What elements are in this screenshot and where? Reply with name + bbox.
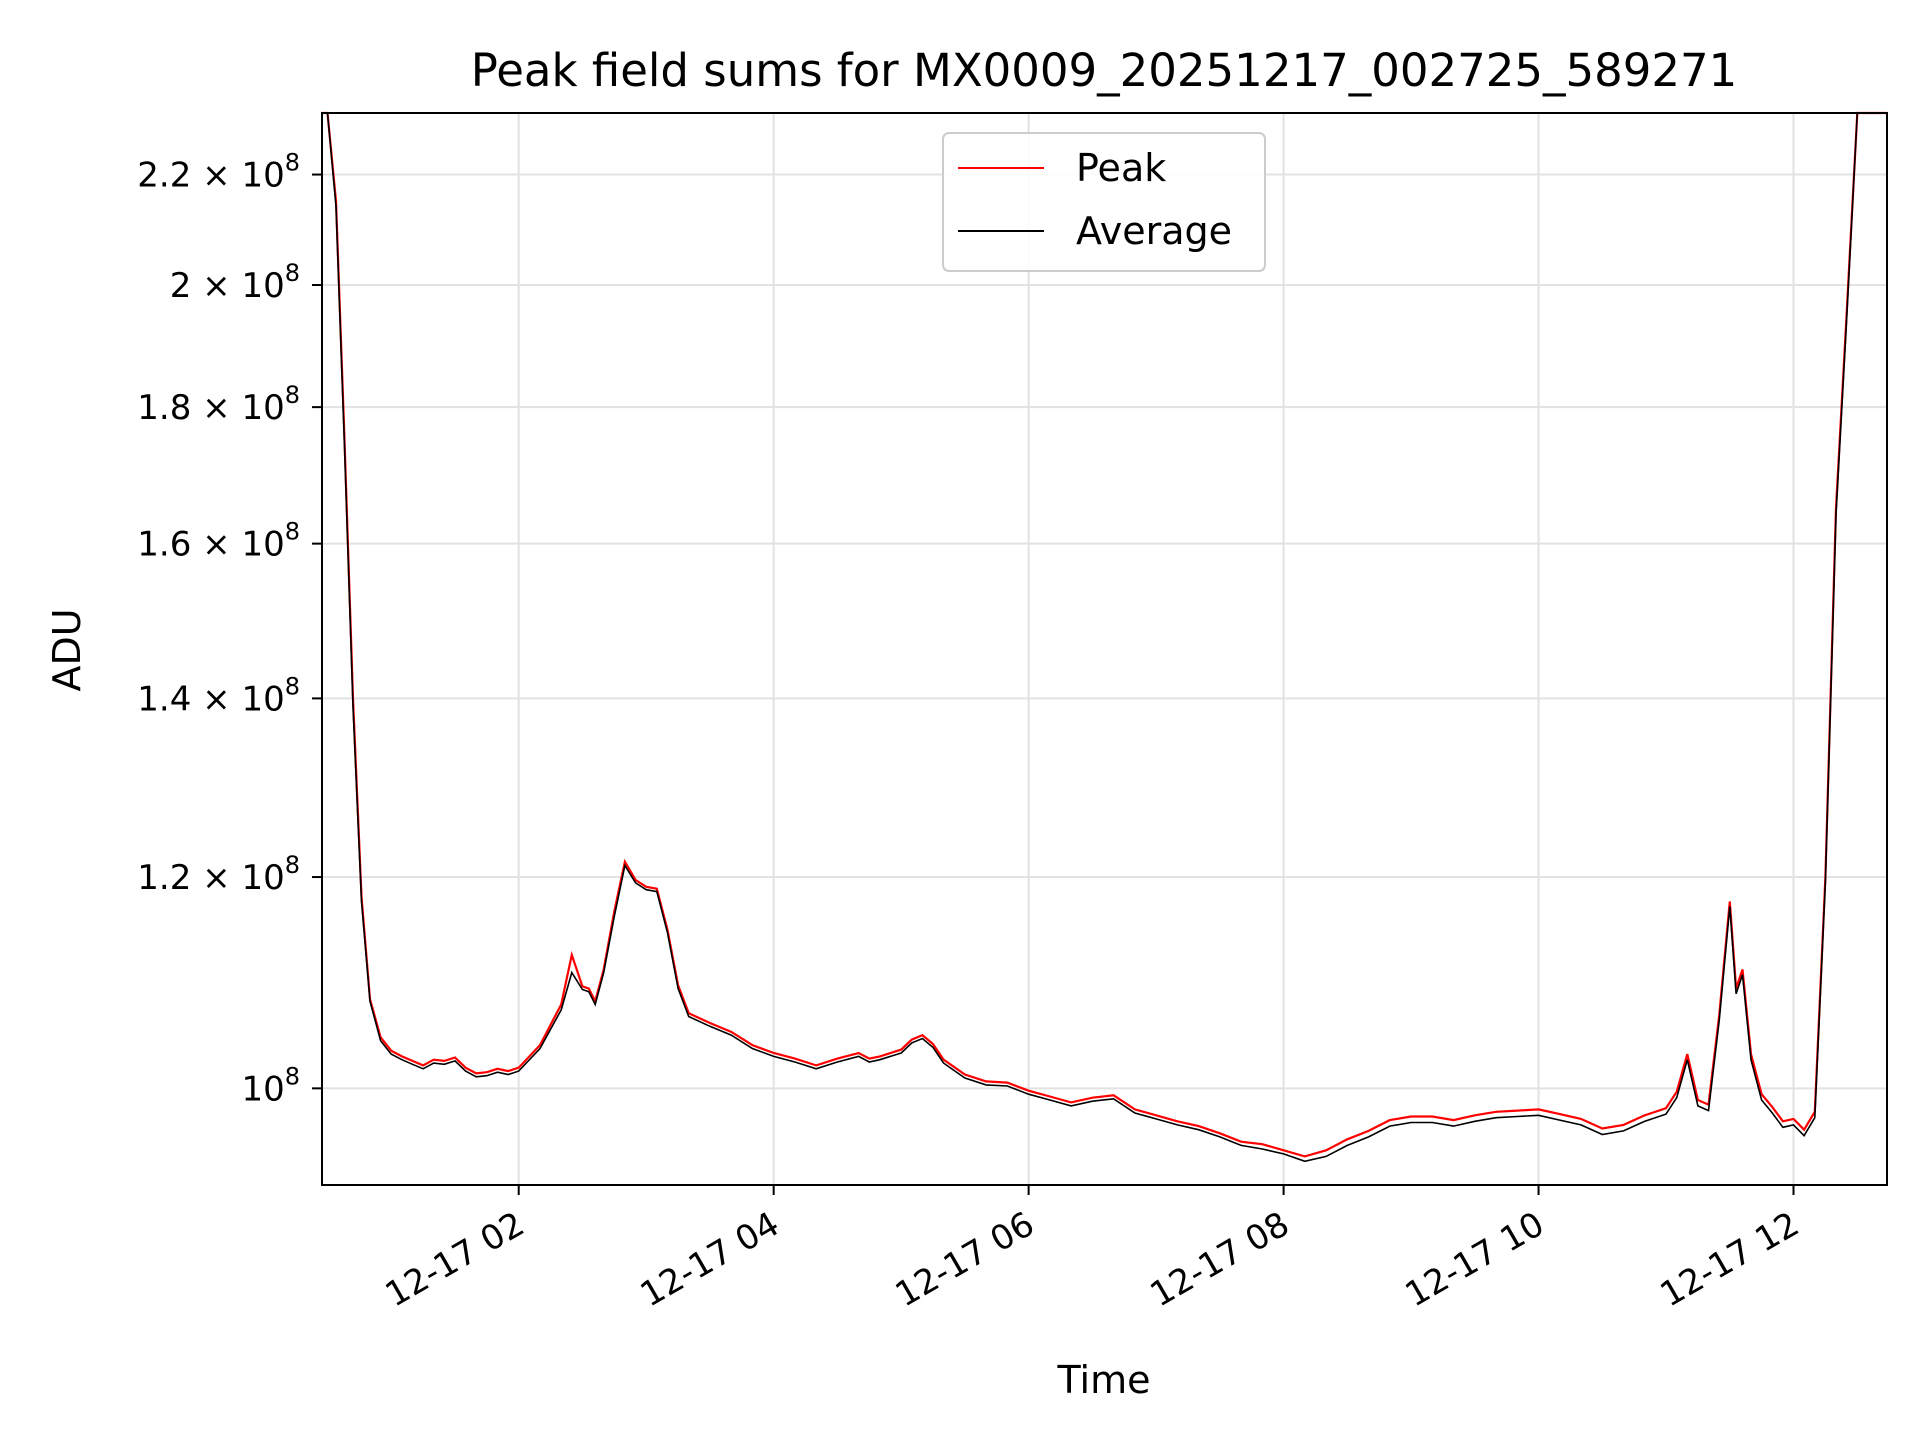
chart-title: Peak field sums for MX0009_20251217_0027… (471, 44, 1738, 97)
y-tick-label: 1.2 × 108 (137, 851, 300, 898)
average-series-line (321, 112, 1887, 1163)
y-axis: 108 1.2 × 108 1.4 × 108 1.6 × 108 1.8 × 108 2… (137, 149, 322, 1109)
y-tick-label: 1.6 × 108 (137, 518, 300, 565)
y-tick-label: 1.4 × 108 (137, 672, 300, 719)
x-axis-label: Time (1057, 1358, 1151, 1402)
y-tick-label: 108 (241, 1062, 300, 1109)
y-tick-label: 2.2 × 108 (137, 149, 300, 196)
y-tick-label: 1.8 × 108 (137, 381, 300, 428)
grid (322, 113, 1887, 1185)
legend-label-average: Average (1076, 209, 1232, 253)
legend-label-peak: Peak (1076, 146, 1166, 190)
plot-area (321, 111, 1887, 1163)
legend: Peak Average (942, 132, 1266, 272)
y-tick-label: 2 × 108 (170, 259, 300, 306)
y-axis-label: ADU (45, 608, 89, 691)
plot-frame (321, 112, 1888, 1186)
